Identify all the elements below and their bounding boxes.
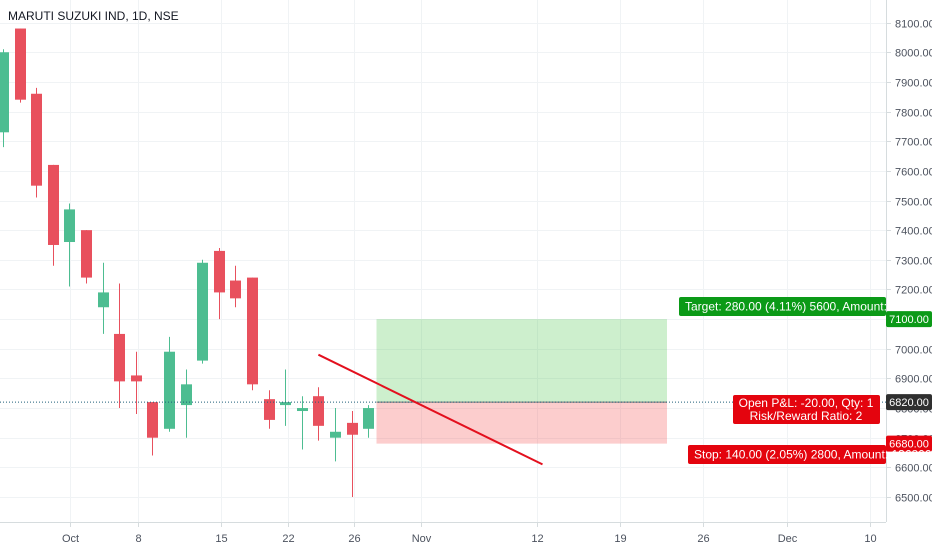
y-tick-label: 7200.00 <box>895 285 932 297</box>
candle-body <box>114 333 125 382</box>
target-zone <box>376 319 667 403</box>
position-labels: 7100.00 6820.00 6680.00 Target: 280.00 (4.1… <box>679 297 932 464</box>
open-pnl-label: Open P&L: -20.00, Qty: 1 <box>739 396 874 410</box>
chart-title: MARUTI SUZUKI IND, 1D, NSE <box>8 9 179 23</box>
stop-label: Stop: 140.00 (2.05%) 2800, Amount: 13680… <box>694 448 932 462</box>
y-tick-label: 7600.00 <box>895 167 932 179</box>
x-tick-label: 10 <box>864 533 876 545</box>
x-tick-label: Oct <box>62 533 79 545</box>
candle-body <box>230 280 241 299</box>
target-price-tag-bg <box>886 311 932 328</box>
candle-body <box>297 408 308 412</box>
candle-body <box>264 399 275 420</box>
candle-body <box>164 351 175 429</box>
position-zones <box>376 319 667 444</box>
candle-body <box>247 277 258 385</box>
grid <box>0 0 886 522</box>
x-tick-label: 19 <box>614 533 626 545</box>
target-label-bg <box>679 297 886 316</box>
candle-body <box>280 402 291 406</box>
target-label: Target: 280.00 (4.11%) 5600, Amount: 142… <box>685 300 932 314</box>
y-tick-label: 6600.00 <box>895 463 932 475</box>
x-tick-label: Dec <box>778 533 798 545</box>
y-tick-label: 7500.00 <box>895 197 932 209</box>
x-tick-label: Nov <box>412 533 432 545</box>
trendline <box>317 353 543 466</box>
x-tick-label: 15 <box>215 533 227 545</box>
candle-body <box>0 52 9 133</box>
candle-body <box>181 384 192 406</box>
y-tick-label: 6900.00 <box>895 374 932 386</box>
candle-body <box>313 396 324 426</box>
stop-price-tag: 6680.00 <box>889 439 929 451</box>
candle-body <box>15 28 26 100</box>
candle-body <box>197 262 208 361</box>
x-tick-label: 26 <box>348 533 360 545</box>
candle-body <box>81 230 92 278</box>
candle-body <box>363 408 374 429</box>
y-tick-label: 7800.00 <box>895 108 932 120</box>
stop-price-tag-bg <box>886 435 932 452</box>
x-tick-label: 22 <box>282 533 294 545</box>
y-tick-label: 7300.00 <box>895 256 932 268</box>
candles <box>0 28 374 497</box>
y-tick-label: 8100.00 <box>895 19 932 31</box>
pnl-box <box>733 395 880 424</box>
y-tick-label: 6500.00 <box>895 493 932 505</box>
candle-body <box>347 422 358 435</box>
x-tick-label: 26 <box>697 533 709 545</box>
y-tick-label: 8000.00 <box>895 48 932 60</box>
y-tick-label: 7700.00 <box>895 137 932 149</box>
stop-zone <box>376 402 667 444</box>
current-price-tag-bg <box>886 394 932 411</box>
y-tick-label: 7000.00 <box>895 345 932 357</box>
candle-body <box>48 164 59 245</box>
candle-body <box>98 292 109 308</box>
candle-body <box>64 209 75 243</box>
candle-body <box>214 250 225 293</box>
x-tick-label: 8 <box>135 533 141 545</box>
target-price-tag: 7100.00 <box>889 314 929 326</box>
candle-body <box>31 93 42 186</box>
stop-label-bg <box>688 445 886 464</box>
y-tick-label: 7900.00 <box>895 78 932 90</box>
candle-body <box>330 431 341 438</box>
risk-reward-label: Risk/Reward Ratio: 2 <box>750 409 863 423</box>
current-price-tag: 6820.00 <box>889 397 929 409</box>
candle-body <box>131 375 142 382</box>
x-tick-label: 12 <box>531 533 543 545</box>
y-tick-label: 7400.00 <box>895 226 932 238</box>
candle-body <box>147 402 158 438</box>
